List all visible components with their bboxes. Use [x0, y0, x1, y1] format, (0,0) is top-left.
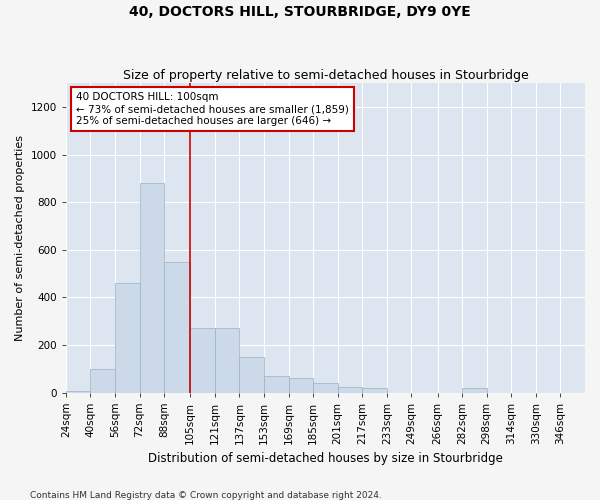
Text: Contains HM Land Registry data © Crown copyright and database right 2024.: Contains HM Land Registry data © Crown c… — [30, 490, 382, 500]
Bar — [115, 283, 140, 393]
Bar — [91, 368, 115, 392]
Bar — [140, 183, 164, 392]
Text: 40 DOCTORS HILL: 100sqm
← 73% of semi-detached houses are smaller (1,859)
25% of: 40 DOCTORS HILL: 100sqm ← 73% of semi-de… — [76, 92, 349, 126]
Bar — [190, 328, 215, 392]
Bar — [289, 378, 313, 392]
Bar — [264, 376, 289, 392]
Bar — [362, 388, 387, 392]
Bar — [164, 262, 190, 392]
Bar — [313, 383, 338, 392]
Text: 40, DOCTORS HILL, STOURBRIDGE, DY9 0YE: 40, DOCTORS HILL, STOURBRIDGE, DY9 0YE — [129, 5, 471, 19]
Y-axis label: Number of semi-detached properties: Number of semi-detached properties — [15, 135, 25, 341]
Bar — [462, 388, 487, 392]
Title: Size of property relative to semi-detached houses in Stourbridge: Size of property relative to semi-detach… — [122, 69, 528, 82]
Bar — [338, 386, 362, 392]
Bar — [215, 328, 239, 392]
X-axis label: Distribution of semi-detached houses by size in Stourbridge: Distribution of semi-detached houses by … — [148, 452, 503, 465]
Bar — [239, 357, 264, 392]
